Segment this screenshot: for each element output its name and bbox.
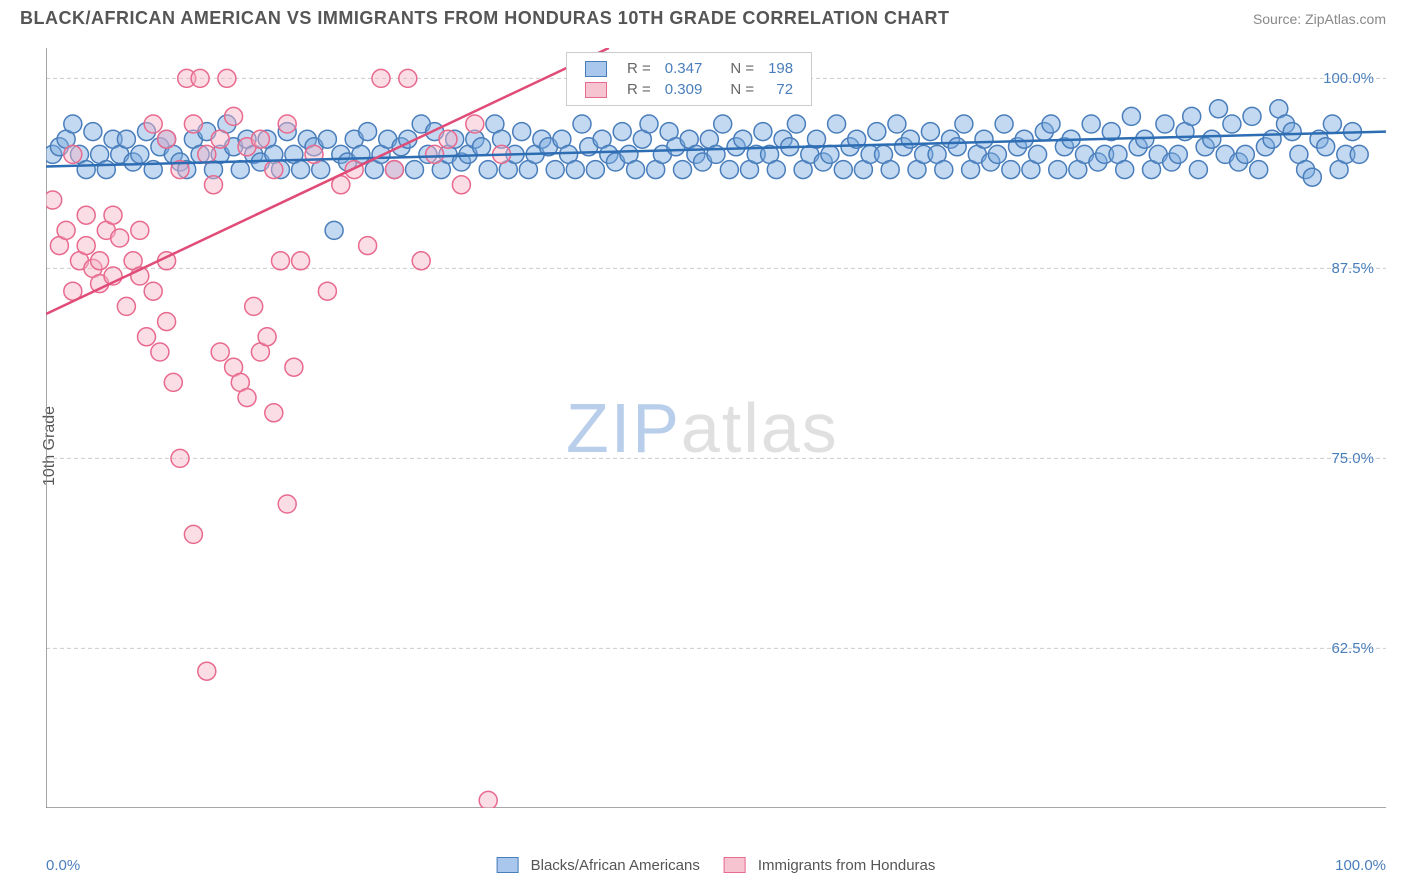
n-label: N = <box>724 80 760 99</box>
x-axis-min-label: 0.0% <box>46 857 80 874</box>
bottom-bar: 0.0% Blacks/African Americans Immigrants … <box>46 850 1386 880</box>
r-value: 0.347 <box>659 59 709 78</box>
legend-item: Immigrants from Honduras <box>724 857 936 874</box>
y-tick-label: 100.0% <box>1323 70 1374 87</box>
y-tick-label: 87.5% <box>1331 260 1374 277</box>
r-value: 0.309 <box>659 80 709 99</box>
legend-swatch <box>724 857 746 873</box>
scatter-plot <box>46 48 1386 808</box>
n-value: 72 <box>762 80 799 99</box>
y-tick-label: 75.0% <box>1331 450 1374 467</box>
source-link[interactable]: ZipAtlas.com <box>1305 11 1386 27</box>
series-legend: Blacks/African Americans Immigrants from … <box>497 857 936 874</box>
legend-label: Immigrants from Honduras <box>758 857 936 874</box>
legend-label: Blacks/African Americans <box>531 857 700 874</box>
source-attribution: Source: ZipAtlas.com <box>1253 11 1386 27</box>
y-tick-label: 62.5% <box>1331 640 1374 657</box>
legend-swatch <box>497 857 519 873</box>
legend-row: R =0.347 N =198 <box>579 59 799 78</box>
x-axis-max-label: 100.0% <box>1335 857 1386 874</box>
legend-item: Blacks/African Americans <box>497 857 700 874</box>
chart-title: BLACK/AFRICAN AMERICAN VS IMMIGRANTS FRO… <box>20 8 949 29</box>
correlation-legend: R =0.347 N =198 R =0.309 N =72 <box>566 52 812 106</box>
n-value: 198 <box>762 59 799 78</box>
n-label: N = <box>724 59 760 78</box>
legend-row: R =0.309 N =72 <box>579 80 799 99</box>
legend-swatch <box>585 82 607 98</box>
legend-swatch <box>585 61 607 77</box>
chart-area: ZIPatlas R =0.347N =198R =0.309N =72 62.… <box>46 48 1386 808</box>
r-label: R = <box>621 80 657 99</box>
r-label: R = <box>621 59 657 78</box>
